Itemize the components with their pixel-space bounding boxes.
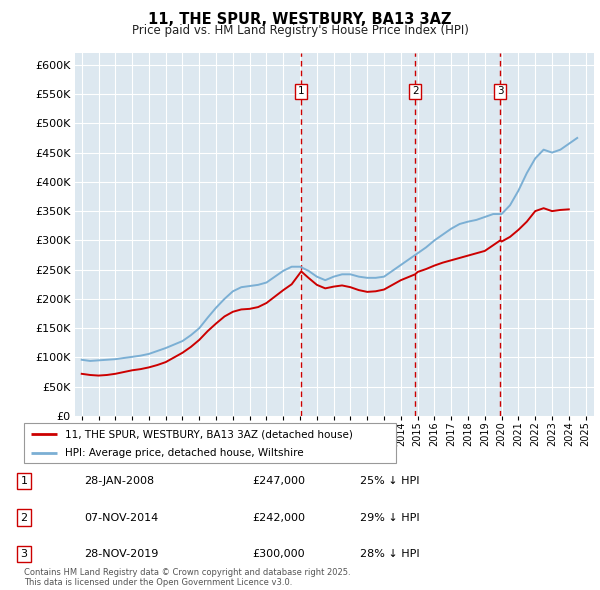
- Text: 2: 2: [20, 513, 28, 523]
- Text: 3: 3: [20, 549, 28, 559]
- Text: 11, THE SPUR, WESTBURY, BA13 3AZ: 11, THE SPUR, WESTBURY, BA13 3AZ: [148, 12, 452, 27]
- Text: 2: 2: [412, 86, 418, 96]
- Text: Contains HM Land Registry data © Crown copyright and database right 2025.
This d: Contains HM Land Registry data © Crown c…: [24, 568, 350, 587]
- Text: 29% ↓ HPI: 29% ↓ HPI: [360, 513, 419, 523]
- Text: 07-NOV-2014: 07-NOV-2014: [84, 513, 158, 523]
- Text: 1: 1: [298, 86, 305, 96]
- Text: 1: 1: [20, 476, 28, 486]
- Text: 28% ↓ HPI: 28% ↓ HPI: [360, 549, 419, 559]
- Text: HPI: Average price, detached house, Wiltshire: HPI: Average price, detached house, Wilt…: [65, 448, 304, 458]
- Text: 11, THE SPUR, WESTBURY, BA13 3AZ (detached house): 11, THE SPUR, WESTBURY, BA13 3AZ (detach…: [65, 430, 353, 440]
- Text: 28-JAN-2008: 28-JAN-2008: [84, 476, 154, 486]
- Text: Price paid vs. HM Land Registry's House Price Index (HPI): Price paid vs. HM Land Registry's House …: [131, 24, 469, 37]
- Text: £300,000: £300,000: [252, 549, 305, 559]
- Text: 28-NOV-2019: 28-NOV-2019: [84, 549, 158, 559]
- Text: £242,000: £242,000: [252, 513, 305, 523]
- FancyBboxPatch shape: [24, 423, 396, 463]
- Text: £247,000: £247,000: [252, 476, 305, 486]
- Text: 3: 3: [497, 86, 503, 96]
- Text: 25% ↓ HPI: 25% ↓ HPI: [360, 476, 419, 486]
